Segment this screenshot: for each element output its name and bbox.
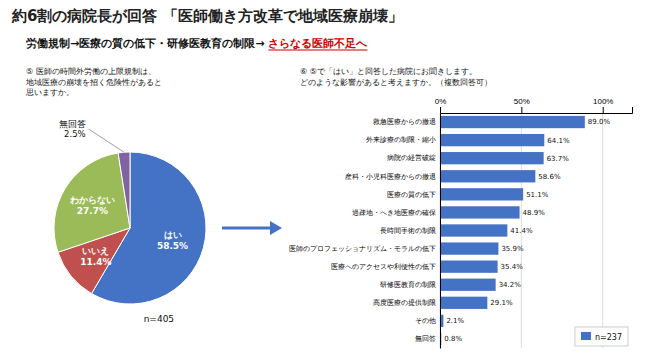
tick: 50% [514,97,530,113]
subtitle-underline [268,50,367,51]
tick: 無回答 [415,335,436,343]
legend-swatch [581,332,591,340]
leader-line [89,129,124,152]
pie-slice [54,153,130,252]
tick-label: 研修医教育の制限 [380,280,436,289]
tick: 0% [435,97,447,113]
axis-line [441,107,633,114]
grid-line [602,113,603,348]
tick-label: 50% [514,97,530,106]
axis-line [440,114,441,349]
data-label: 48.9% [523,209,546,217]
slice-label: はい [164,230,182,240]
arrow-shaft [222,227,270,230]
tick: 産科・小児科医療からの撤退 [345,173,436,181]
question-label: ⑥ ⑤で「はい」と回答した病院にお聞きします。どのような影響があると考えますか。… [300,67,492,87]
pie: はい58.5% いいえ11.4% わからない27.7% 無回答2.5% [54,119,206,304]
tick-label: 過疎地・へき地医療の確保 [352,209,436,217]
tick-mark [440,107,441,113]
tick: 100% [593,97,613,113]
tick-label: 救急医療からの撤退 [372,118,436,126]
data-label: 34.2% [499,281,522,289]
chart-root: 約6割の病院長が回答 「医師働き方改革で地域医療崩壊」労働規制→医療の質の低下・… [0,0,650,357]
slice-label: わからない [69,195,115,205]
slice-value: 11.4% [80,257,111,267]
data-label: 41.4% [510,227,533,235]
grid [440,113,603,348]
bar [440,279,496,291]
pie-slice [118,152,130,228]
tick: 過疎地・へき地医療の確保 [352,209,436,217]
slice-value: 27.7% [77,206,108,216]
tick: 研修医教育の制限 [380,280,436,289]
legend: n=237 [575,327,628,346]
tick-label: 高度医療の提供制限 [373,299,436,307]
grid-line [440,113,441,348]
tick-label: 医師のプロフェッショナリズム・モラルの低下 [289,245,436,252]
data-label: 58.6% [538,173,561,181]
tick-mark [521,107,522,113]
tick: 医療へのアクセスや利便性の低下 [331,263,436,270]
tick: 高度医療の提供制限 [373,299,436,307]
slice-value: 2.5% [64,129,86,139]
bar [440,170,535,182]
question-label: ⑤ 医師の時間外労働の上限規制は、地域医療の崩壊を招く危険性があると思いますか。 [25,67,162,97]
data-label: 63.7% [547,155,570,163]
legend-box [575,327,628,346]
title: 約6割の病院長が回答 「医師働き方改革で地域医療崩壊」 [11,7,403,25]
data-label: 0.8% [444,335,462,343]
tick: 医療の質の低下 [387,191,436,199]
bar [440,188,523,200]
tick: 長時間手術の制限 [380,227,436,234]
bars [440,116,585,345]
bar [440,206,520,218]
data-labels: 89.0% 64.1% 63.7% 58.6% 51.1% 48.9% 41.4% 35.9%… [444,118,610,343]
slice-label: 無回答 [59,119,86,129]
y-axis: 救急医療からの撤退外来診療の制限・縮小病院の経営破綻産科・小児科医療からの撤退医… [289,114,441,349]
bar [440,261,498,273]
bar [440,116,585,128]
data-label: 29.1% [490,299,513,307]
legend-label: n=237 [595,333,622,342]
subtitle: 労働規制→医療の質の低下・研修医教育の制限→ [26,37,264,50]
tick: 病院の経営破綻 [387,154,436,162]
bar [440,242,498,254]
tick-label: 0% [435,97,447,106]
tick-label: 長時間手術の制限 [380,227,436,234]
slice-value: 58.5% [157,241,188,251]
x-axis: 0% 50% 100% [435,97,633,114]
tick-label: 医療へのアクセスや利便性の低下 [331,263,436,270]
tick: 医師のプロフェッショナリズム・モラルの低下 [289,245,436,252]
data-label: 64.1% [547,137,570,145]
arrow-head [270,221,282,235]
tick-mark [603,107,604,113]
tick: その他 [415,317,436,325]
data-label: 35.9% [501,245,524,253]
bar [440,224,507,236]
tick-label: その他 [415,317,436,325]
bar [440,152,544,164]
tick-label: 病院の経営破綻 [387,154,436,162]
tick-label: 無回答 [415,335,436,343]
data-label: 35.4% [501,263,524,271]
tick: 外来診療の制限・縮小 [366,136,436,143]
tick-label: 外来診療の制限・縮小 [366,136,436,143]
connector-arrow [222,221,282,235]
annotation: n=405 [144,314,174,324]
data-label: 51.1% [526,191,549,199]
bar [440,297,487,309]
tick-label: 産科・小児科医療からの撤退 [345,173,436,181]
tick-label: 医療の質の低下 [387,191,436,199]
data-label: 2.1% [446,317,464,325]
data-label: 89.0% [588,118,611,126]
tick-label: 100% [593,97,613,106]
bar [440,134,544,146]
tick: 救急医療からの撤退 [372,118,436,126]
slice-label: いいえ [82,246,109,256]
subtitle-accent: さらなる医師不足へ [268,37,368,50]
